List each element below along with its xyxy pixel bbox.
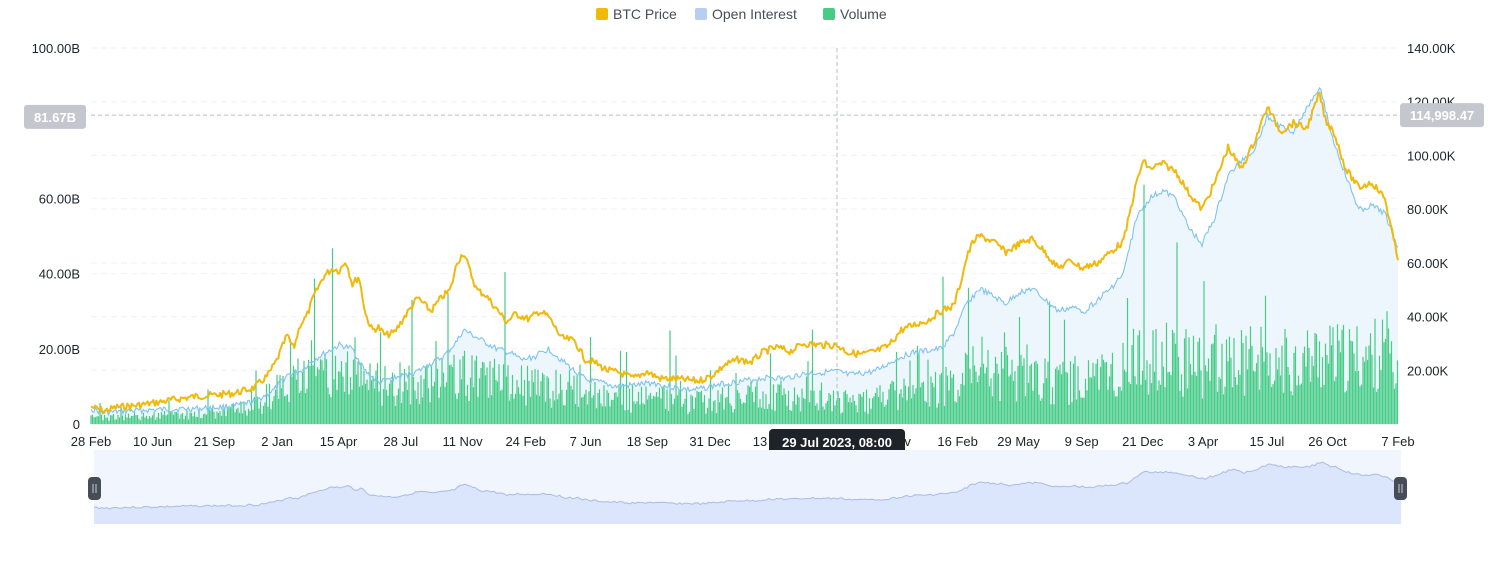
volume-bars <box>90 184 1399 424</box>
right-y-axis: 20.00K40.00K60.00K80.00K100.00K120.00K14… <box>1407 41 1456 378</box>
x-tick-label: 26 Oct <box>1308 434 1347 449</box>
x-tick-label: 18 Sep <box>627 434 668 449</box>
legend-swatch <box>596 8 608 20</box>
x-tick-label: 2 Jan <box>261 434 293 449</box>
x-tick-label: 21 Dec <box>1122 434 1164 449</box>
legend-label: Volume <box>840 6 887 22</box>
crosshair-right-badge: 114,998.47 <box>1400 103 1484 128</box>
crosshair-date: 29 Jul 2023, 08:00 <box>782 435 892 450</box>
right-y-tick-label: 40.00K <box>1407 310 1449 325</box>
x-tick-label: 28 Jul <box>383 434 418 449</box>
legend-item-btc-price[interactable]: BTC Price <box>596 6 677 22</box>
open-interest-line <box>90 86 1399 417</box>
x-tick-label: 24 Feb <box>505 434 545 449</box>
legend-item-volume[interactable]: Volume <box>823 6 887 22</box>
crosshair-date-tooltip: 29 Jul 2023, 08:00 <box>769 429 906 455</box>
left-y-tick-label: 40.00B <box>39 267 80 282</box>
x-axis: 28 Feb 10 Jun 21 Sep 2 Jan 15 Apr 28 Jul 11 No… <box>71 434 1415 449</box>
x-tick-label: 11 Nov <box>442 434 483 449</box>
range-navigator[interactable] <box>88 450 1407 524</box>
x-tick-label: 16 Feb <box>937 434 977 449</box>
right-y-tick-label: 140.00K <box>1407 41 1456 56</box>
x-tick-label: 29 May <box>997 434 1040 449</box>
legend-item-open-interest[interactable]: Open Interest <box>695 6 797 22</box>
open-interest-series <box>90 86 1399 417</box>
open-interest-fill <box>91 87 1398 425</box>
legend-swatch <box>695 8 707 20</box>
x-tick-label: 28 Feb <box>71 434 111 449</box>
x-tick-label: 3 Apr <box>1188 434 1219 449</box>
navigator-line <box>93 461 1402 510</box>
btc-price-series <box>90 91 1399 415</box>
legend-label: BTC Price <box>613 6 677 22</box>
navigator-area <box>94 462 1401 524</box>
badge-bg <box>1400 103 1484 128</box>
crosshair-left-value: 81.67B <box>34 110 76 125</box>
x-tick-label: 31 Dec <box>689 434 731 449</box>
right-y-tick-label: 80.00K <box>1407 202 1449 217</box>
x-tick-label: 15 Jul <box>1250 434 1285 449</box>
left-y-tick-label: 60.00B <box>39 191 80 206</box>
left-y-axis: 0 20.00B 40.00B 60.00B 100.00B <box>32 41 80 432</box>
right-y-tick-label: 60.00K <box>1407 256 1449 271</box>
tooltip-bg <box>769 429 906 455</box>
crosshair: 81.67B 114,998.47 29 Jul 2023, 08:00 <box>24 48 1484 455</box>
x-tick-label: 15 Apr <box>320 434 358 449</box>
handle-grip <box>88 477 101 500</box>
navigator-handle-left[interactable] <box>88 477 101 500</box>
right-y-tick-label: 100.00K <box>1407 148 1456 163</box>
crosshair-left-badge: 81.67B <box>24 104 86 129</box>
navigator-handle-right[interactable] <box>1394 477 1407 500</box>
legend-swatch <box>823 8 835 20</box>
left-y-tick-label: 100.00B <box>32 41 80 56</box>
left-y-tick-label: 0 <box>73 417 80 432</box>
badge-bg <box>24 104 86 129</box>
handle-grip <box>1394 477 1407 500</box>
open-interest-area <box>91 87 1398 425</box>
x-tick-label: 7 Jun <box>570 434 602 449</box>
right-y-tick-label: 20.00K <box>1407 363 1449 378</box>
x-tick-label: 21 Sep <box>194 434 235 449</box>
crosshair-right-value: 114,998.47 <box>1410 108 1474 123</box>
btc-price-line <box>90 91 1399 415</box>
left-y-tick-label: 20.00B <box>39 342 80 357</box>
legend: BTC Price Open Interest Volume <box>596 6 887 22</box>
x-tick-label: 7 Feb <box>1381 434 1414 449</box>
volume-series <box>90 184 1399 424</box>
legend-label: Open Interest <box>712 6 797 22</box>
x-tick-label: 9 Sep <box>1065 434 1099 449</box>
x-tick-label: 10 Jun <box>133 434 172 449</box>
